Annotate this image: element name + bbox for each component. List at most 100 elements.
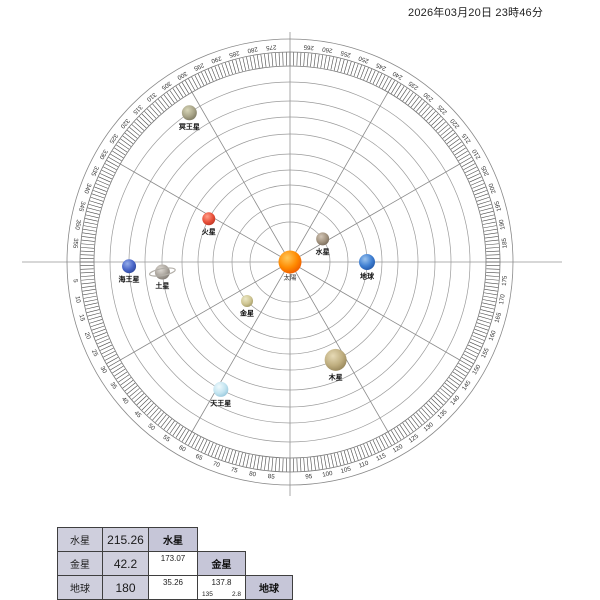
svg-text:280: 280: [246, 45, 258, 54]
svg-text:320: 320: [118, 117, 130, 130]
svg-text:165: 165: [494, 311, 504, 323]
planet-label-uranus: 天王星: [210, 398, 231, 407]
svg-text:200: 200: [487, 182, 497, 195]
planet-label-neptune: 海王星: [119, 275, 140, 284]
datetime-label: 2026年03月20日 23時46分: [408, 7, 544, 19]
planet-label-saturn: 土星: [155, 281, 169, 290]
cell-longitude: 215.26: [102, 527, 149, 552]
svg-text:355: 355: [71, 238, 79, 249]
cell-angle-value: 173.07: [148, 551, 198, 576]
svg-text:130: 130: [422, 421, 435, 433]
svg-text:190: 190: [498, 218, 507, 230]
planet-label-pluto: 冥王星: [179, 122, 200, 131]
svg-text:75: 75: [230, 466, 239, 475]
table-row-earth: 地球 180 35.26 137.8 135 2.8 地球: [57, 575, 293, 600]
planet-earth: 地球: [359, 254, 375, 281]
svg-text:5: 5: [72, 279, 79, 284]
cell-planet-name: 地球: [57, 575, 103, 600]
table-row-venus: 金星 42.2 173.07 金星: [57, 551, 293, 576]
svg-text:205: 205: [480, 164, 491, 177]
svg-text:345: 345: [77, 200, 87, 212]
planet-pluto: 冥王星: [179, 105, 200, 131]
svg-text:290: 290: [210, 54, 223, 64]
svg-text:300: 300: [175, 70, 188, 82]
svg-text:240: 240: [391, 69, 404, 81]
svg-text:115: 115: [375, 452, 387, 463]
svg-text:195: 195: [493, 200, 503, 212]
svg-text:210: 210: [471, 147, 483, 160]
cell-longitude: 42.2: [102, 551, 149, 576]
tick-band: [66, 38, 514, 486]
svg-text:125: 125: [407, 432, 420, 444]
svg-text:245: 245: [374, 61, 387, 72]
svg-text:265: 265: [303, 43, 314, 51]
svg-text:160: 160: [488, 329, 498, 342]
angle-matrix-table: 水星 215.26 水星 金星 42.2 173.07 金星 地球 180 35…: [57, 527, 293, 600]
svg-text:30: 30: [98, 365, 108, 375]
angle-sub-values: 135 2.8: [199, 591, 245, 598]
svg-text:185: 185: [501, 237, 509, 248]
svg-text:335: 335: [89, 165, 100, 178]
svg-text:285: 285: [228, 49, 240, 59]
planet-label-jupiter: 木星: [328, 372, 343, 381]
svg-text:235: 235: [407, 79, 420, 91]
svg-text:155: 155: [480, 346, 491, 359]
svg-text:15: 15: [77, 314, 86, 323]
svg-text:120: 120: [392, 443, 405, 455]
angle-main-value: 35.26: [162, 578, 184, 587]
svg-text:220: 220: [449, 117, 461, 130]
planet-label-venus: 金星: [239, 308, 254, 317]
planet-neptune: 海王星: [119, 259, 140, 284]
svg-text:275: 275: [265, 43, 276, 51]
svg-text:215: 215: [460, 132, 472, 145]
planet-saturn: 土星: [148, 264, 176, 290]
svg-text:70: 70: [212, 460, 221, 469]
svg-text:305: 305: [160, 80, 173, 92]
svg-text:250: 250: [357, 54, 370, 64]
svg-text:45: 45: [133, 410, 143, 420]
sun-label: 太陽: [284, 273, 298, 282]
sun: 太陽: [278, 250, 302, 282]
cell-angle-value: 35.26: [148, 575, 198, 600]
svg-text:175: 175: [501, 275, 509, 286]
svg-text:260: 260: [321, 45, 333, 54]
svg-text:340: 340: [82, 182, 92, 195]
svg-text:295: 295: [192, 61, 205, 72]
angle-sub-left: 135: [202, 591, 213, 598]
planet-mars: 火星: [202, 212, 216, 236]
svg-text:350: 350: [73, 219, 82, 231]
svg-text:25: 25: [90, 349, 99, 359]
svg-text:10: 10: [74, 295, 82, 304]
angle-main-value: 173.07: [160, 554, 186, 563]
svg-text:105: 105: [340, 465, 352, 475]
svg-text:95: 95: [305, 473, 313, 481]
svg-text:85: 85: [267, 473, 275, 481]
svg-text:65: 65: [194, 453, 204, 462]
svg-text:110: 110: [358, 459, 370, 469]
planet-venus: 金星: [239, 294, 254, 317]
svg-text:20: 20: [83, 331, 92, 340]
svg-text:40: 40: [120, 396, 130, 406]
svg-text:80: 80: [249, 470, 258, 478]
svg-text:145: 145: [461, 379, 473, 392]
svg-text:140: 140: [449, 394, 461, 407]
planet-mercury: 水星: [316, 232, 330, 256]
planet-label-mercury: 水星: [316, 247, 330, 256]
svg-text:35: 35: [109, 381, 119, 391]
svg-text:170: 170: [498, 293, 507, 305]
angle-main-value: 137.8: [211, 578, 232, 587]
svg-text:325: 325: [107, 132, 119, 145]
planet-jupiter: 木星: [324, 348, 347, 381]
svg-text:255: 255: [339, 49, 351, 59]
cell-angle-value: 137.8 135 2.8: [197, 575, 246, 600]
svg-text:150: 150: [471, 363, 483, 376]
svg-text:100: 100: [322, 470, 334, 479]
angle-sub-right: 2.8: [231, 591, 241, 598]
table-row-mercury: 水星 215.26 水星: [57, 527, 293, 552]
svg-text:230: 230: [422, 90, 435, 102]
svg-text:310: 310: [145, 91, 158, 103]
planet-longitude-table: 水星 215.26 水星 金星 42.2 173.07 金星 地球 180 35…: [57, 527, 293, 600]
